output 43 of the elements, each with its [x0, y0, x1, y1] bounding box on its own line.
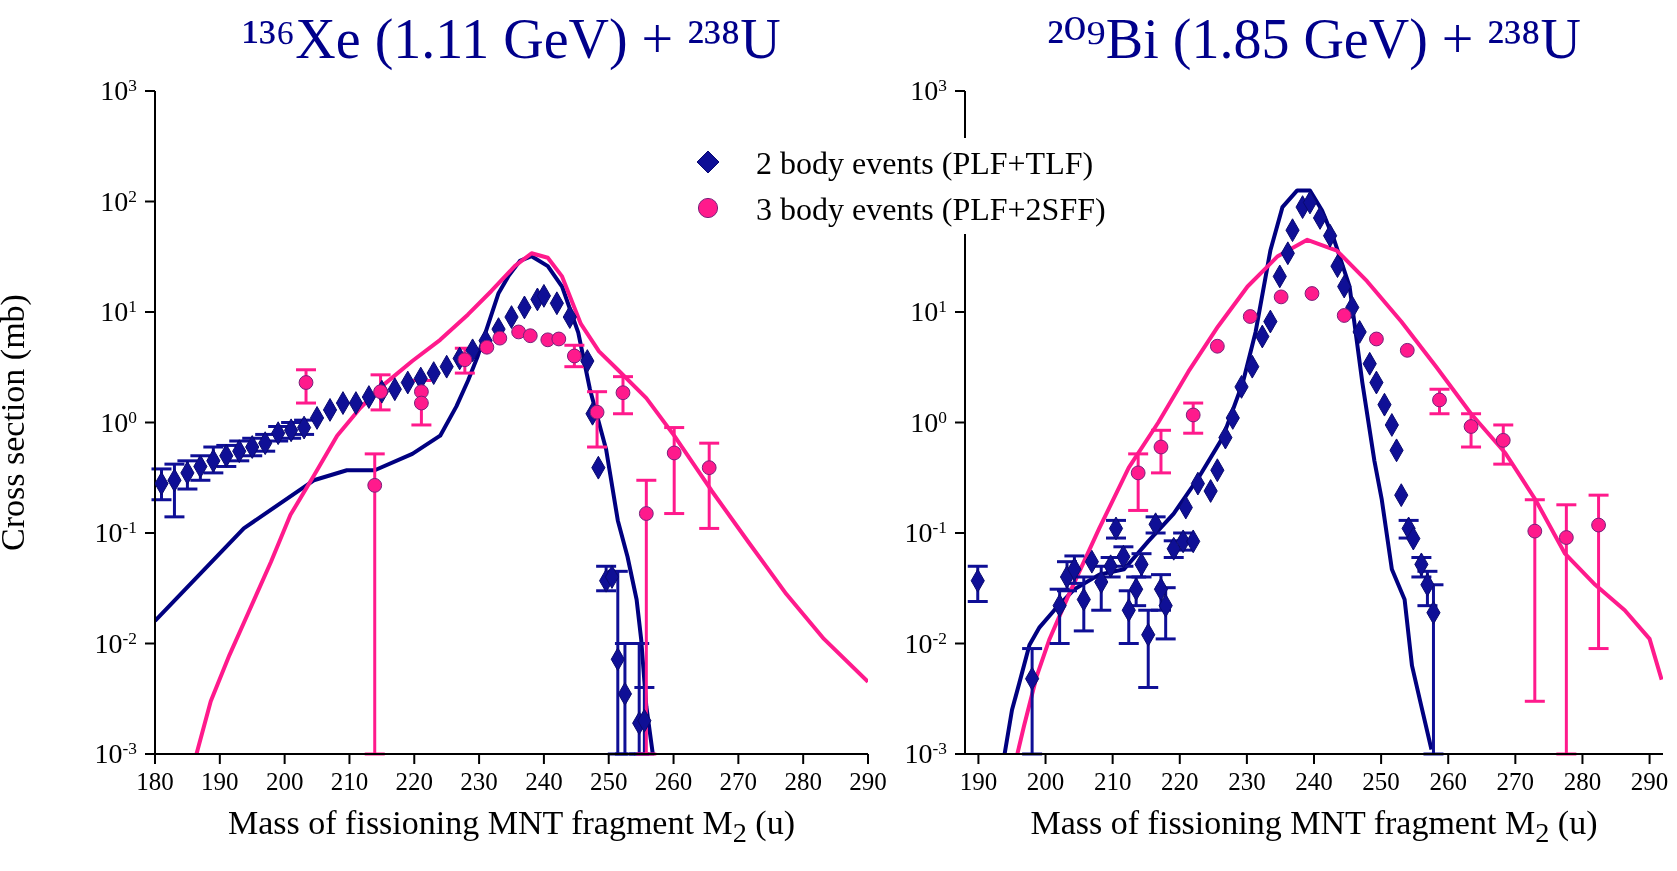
x-axis-title: Mass of fissioning MNT fragment M$_{2}$ (u) — [1029, 804, 1599, 849]
y-tick-label: 10$^{-1}$ — [94, 517, 137, 548]
x-tick-label: 210 — [330, 768, 369, 795]
y-tick-label: 10$^{0}$ — [910, 406, 948, 438]
x-tick-label: 220 — [1161, 768, 1199, 795]
x-tick-label: 250 — [589, 768, 628, 795]
chart-title: ²⁰⁹Bi (1.85 GeV) + ²³⁸U — [1046, 8, 1582, 70]
y-tick-label: 10$^{0}$ — [100, 406, 138, 438]
x-tick-label: 190 — [959, 768, 998, 795]
x-tick-label: 280 — [1563, 768, 1602, 795]
x-tick-label: 200 — [1026, 768, 1065, 795]
x-tick-label: 270 — [1496, 768, 1535, 795]
x-tick-label: 220 — [395, 768, 434, 795]
chart-title: ¹³⁶Xe (1.11 GeV) + ²³⁸U — [241, 8, 782, 70]
y-axis-title: Cross section (mb) — [0, 294, 33, 551]
y-tick-label: 10$^{-3}$ — [94, 738, 137, 769]
y-tick-label: 10$^{-3}$ — [904, 738, 947, 769]
y-tick-label: 10$^{3}$ — [910, 75, 947, 106]
x-tick-label: 260 — [654, 768, 693, 795]
y-tick-label: 10$^{3}$ — [100, 75, 137, 106]
y-tick-label: 10$^{-2}$ — [94, 627, 137, 659]
x-tick-label: 290 — [1630, 768, 1669, 795]
x-tick-label: 240 — [525, 768, 563, 795]
y-tick-label: 10$^{-1}$ — [904, 517, 947, 548]
x-tick-label: 190 — [201, 768, 239, 795]
x-tick-label: 250 — [1362, 768, 1400, 795]
x-tick-label: 290 — [849, 768, 887, 795]
x-tick-label: 240 — [1295, 768, 1333, 795]
x-tick-label: 270 — [719, 768, 758, 795]
legend-label: 3 body events (PLF+2SFF) — [756, 190, 1106, 228]
x-tick-label: 230 — [1228, 768, 1266, 795]
y-tick-label: 10$^{2}$ — [100, 185, 137, 217]
x-tick-label: 200 — [265, 768, 304, 795]
x-tick-label: 280 — [784, 768, 822, 795]
y-tick-label: 10$^{1}$ — [910, 296, 947, 327]
x-tick-label: 260 — [1429, 768, 1467, 795]
legend-label: 2 body events (PLF+TLF) — [756, 144, 1094, 182]
y-tick-label: 10$^{-2}$ — [904, 627, 947, 659]
x-tick-label: 180 — [136, 768, 174, 795]
y-tick-label: 10$^{1}$ — [100, 296, 137, 327]
x-tick-label: 210 — [1093, 768, 1132, 795]
x-tick-label: 230 — [460, 768, 498, 795]
x-axis-title: Mass of fissioning MNT fragment M$_{2}$ (u) — [227, 804, 796, 849]
